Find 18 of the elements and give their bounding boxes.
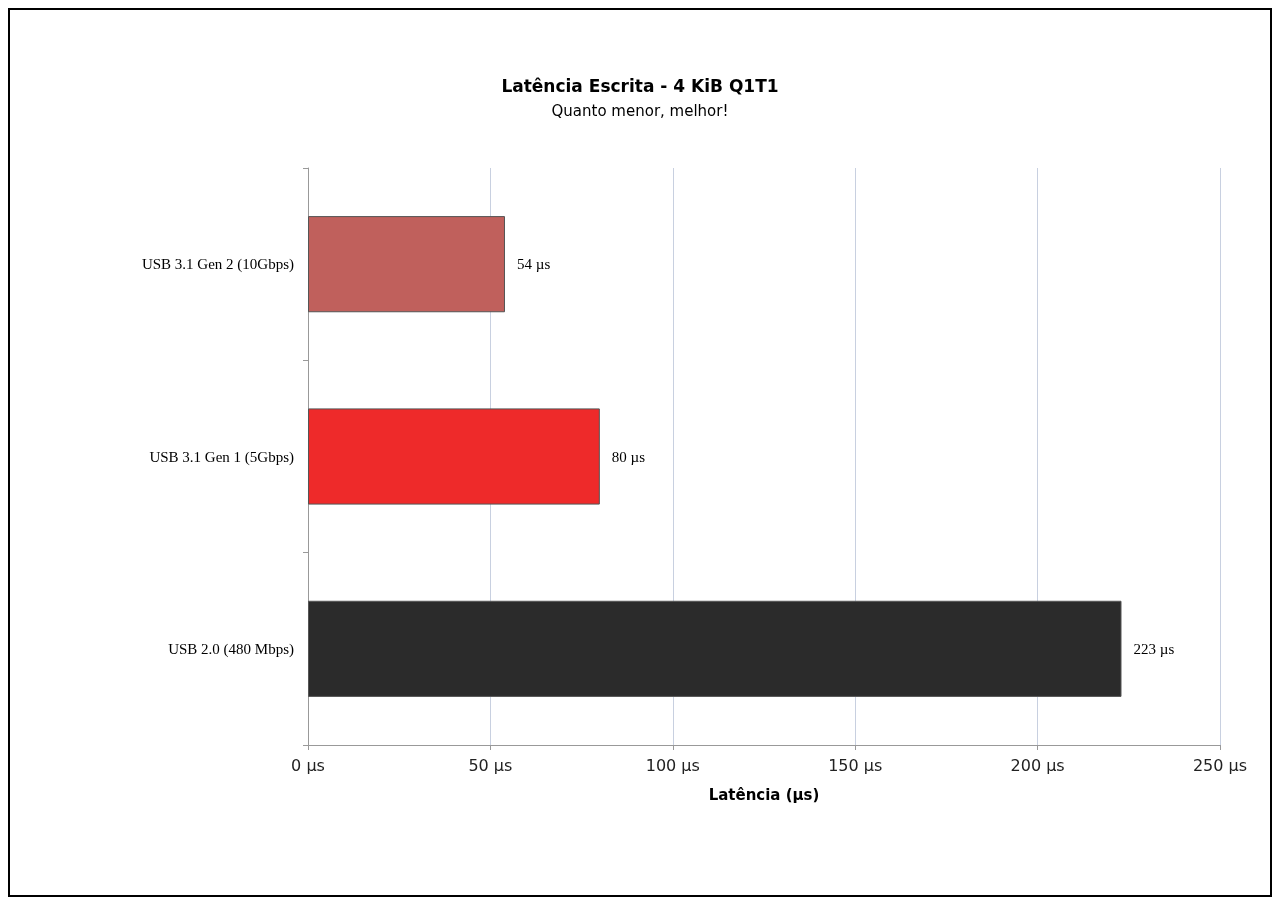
x-tick-label: 50 µs (468, 755, 513, 775)
bar (308, 408, 600, 505)
chart-title: Latência Escrita - 4 KiB Q1T1 (501, 75, 779, 96)
bar (308, 600, 1122, 697)
data-label: 223 µs (1133, 640, 1175, 657)
data-label: 80 µs (611, 448, 646, 465)
data-label: 54 µs (516, 256, 551, 273)
chart-subtitle: Quanto menor, melhor! (551, 101, 729, 120)
x-tick-label: 250 µs (1192, 755, 1248, 775)
x-tick-label: 150 µs (828, 755, 883, 775)
y-tick-label: USB 3.1 Gen 2 (10Gbps) (141, 256, 294, 274)
x-tick-label: 100 µs (645, 755, 700, 775)
x-tick-label: 0 µs (291, 755, 325, 775)
y-tick-label: USB 3.1 Gen 1 (5Gbps) (149, 448, 294, 466)
x-tick-label: 200 µs (1010, 755, 1065, 775)
y-tick-label: USB 2.0 (480 Mbps) (168, 640, 294, 658)
bar (308, 216, 505, 313)
x-axis-title: Latência (µs) (708, 785, 820, 804)
